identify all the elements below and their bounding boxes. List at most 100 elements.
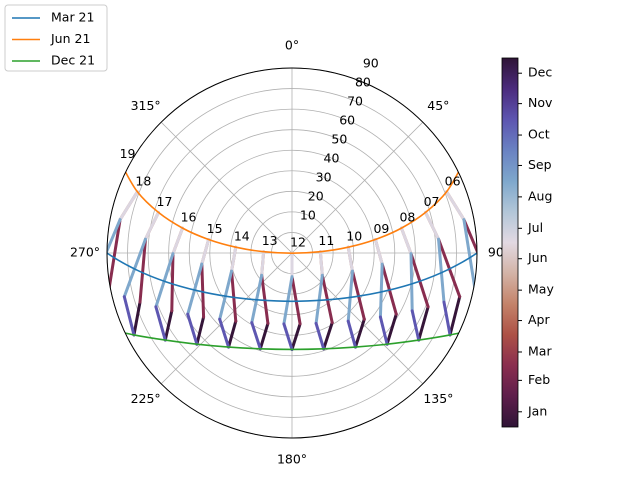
theta-tick-label: 225° <box>131 391 161 406</box>
grid-spoke <box>160 252 293 385</box>
hour-label: 13 <box>262 233 278 248</box>
colorbar-tick-label: Apr <box>528 312 550 327</box>
analemma-segment <box>346 319 357 349</box>
theta-tick-label: 45° <box>427 98 449 113</box>
analemma-segment <box>473 289 477 330</box>
analemma-segment <box>320 273 334 325</box>
theta-tick-label: 135° <box>423 391 453 406</box>
analemma-segment <box>118 190 139 222</box>
analemma-segment <box>481 283 490 328</box>
hour-label: 14 <box>234 229 250 244</box>
r-tick-label: 90 <box>363 56 379 71</box>
analemma-segment <box>290 275 302 326</box>
theta-tick-label: 180° <box>277 452 307 467</box>
r-tick-label: 70 <box>347 94 363 109</box>
hour-label: 12 <box>290 235 306 250</box>
analemma-segment <box>314 273 324 325</box>
theta-tick-label: 0° <box>285 38 299 53</box>
analemma-segment <box>195 315 206 346</box>
colorbar-tick-label: Jul <box>527 220 543 235</box>
r-tick-label: 30 <box>316 170 332 185</box>
analemma-segment <box>186 262 204 316</box>
analemma-segment <box>186 312 199 346</box>
analemma-segment <box>346 245 354 273</box>
analemma-segment <box>417 305 430 342</box>
analemma-segment <box>170 252 175 313</box>
analemma-segment <box>353 317 366 349</box>
analemma-segment <box>260 250 266 277</box>
analemma-segment <box>350 269 366 321</box>
analemma-segment <box>72 275 79 320</box>
hour-label: 07 <box>424 194 440 209</box>
analemma-segment <box>93 283 102 328</box>
analemma-segment <box>258 321 270 351</box>
analemma-segment <box>122 295 136 337</box>
analemma-segment <box>143 210 160 241</box>
analemma-segment <box>138 237 147 304</box>
r-tick-label: 10 <box>300 208 316 223</box>
colorbar-tick-label: Oct <box>528 127 550 142</box>
colorbar-tick-label: May <box>528 282 554 297</box>
analemma-segment <box>78 193 98 275</box>
analemma-segment <box>122 237 147 299</box>
analemma-segment <box>445 190 466 222</box>
legend-box <box>4 4 108 72</box>
polar-frame <box>106 67 478 439</box>
sun-path <box>107 327 477 351</box>
analemma-segment <box>424 210 441 241</box>
legend-label: Jun 21 <box>50 31 90 46</box>
analemma-segment <box>250 273 264 325</box>
grid-spoke <box>291 252 424 385</box>
sun-path <box>107 229 477 303</box>
analemma-segment <box>200 262 206 319</box>
analemma-segment <box>63 265 71 320</box>
analemma-segment <box>282 275 294 326</box>
plot-area <box>63 163 490 351</box>
grid-spoke <box>291 121 424 254</box>
hour-label: 16 <box>181 210 197 225</box>
analemma-segment <box>218 269 234 321</box>
analemma-segment <box>227 319 238 349</box>
colorbar-gradient <box>501 57 519 428</box>
analemma-segment <box>437 237 462 299</box>
hour-label: 18 <box>135 173 151 188</box>
analemma-segment <box>448 295 462 337</box>
analemma-segment <box>462 218 477 293</box>
analemma-segment <box>107 218 122 293</box>
analemma-segment <box>282 322 294 351</box>
hour-label: 10 <box>346 229 362 244</box>
analemma-segment <box>380 262 398 316</box>
colorbar: Jan Feb Mar Apr May Jun Jul Aug Sep Oct Nov Dec <box>501 57 554 428</box>
analemma-segment <box>462 218 477 285</box>
analemma-segment <box>107 218 122 285</box>
analemma-segment <box>154 305 167 342</box>
analemma-segment <box>378 262 384 319</box>
theta-tick-label: 270° <box>70 245 100 260</box>
hour-label: 17 <box>157 194 173 209</box>
sun-path <box>120 164 464 255</box>
analemma-segment <box>373 237 384 266</box>
analemma-segment <box>399 226 413 256</box>
analemma-segment <box>290 322 302 351</box>
legend-label: Dec 21 <box>51 53 95 68</box>
hour-label: 11 <box>318 233 334 248</box>
analemma-segment <box>171 226 185 256</box>
analemma-segment <box>410 309 421 342</box>
legend: Mar 21 Jun 21 Dec 21 <box>4 4 108 72</box>
analemma-segment <box>437 237 446 304</box>
r-tick-label: 80 <box>355 75 371 90</box>
analemma-segment <box>260 273 270 325</box>
analemma-segment <box>132 300 142 337</box>
analemma-segment <box>378 315 389 346</box>
colorbar-tick-label: Aug <box>528 188 552 203</box>
grid-spoke <box>160 121 293 254</box>
colorbar-tick-label: Nov <box>528 95 553 110</box>
colorbar-tick-label: Sep <box>528 157 552 172</box>
colorbar-tick-label: Jun <box>527 250 548 265</box>
analemma-segment <box>409 252 414 313</box>
analemma-segment <box>200 237 211 266</box>
r-tick-label: 60 <box>339 113 355 128</box>
r-tick-label: 50 <box>331 132 347 147</box>
analemma-segment <box>322 321 334 351</box>
